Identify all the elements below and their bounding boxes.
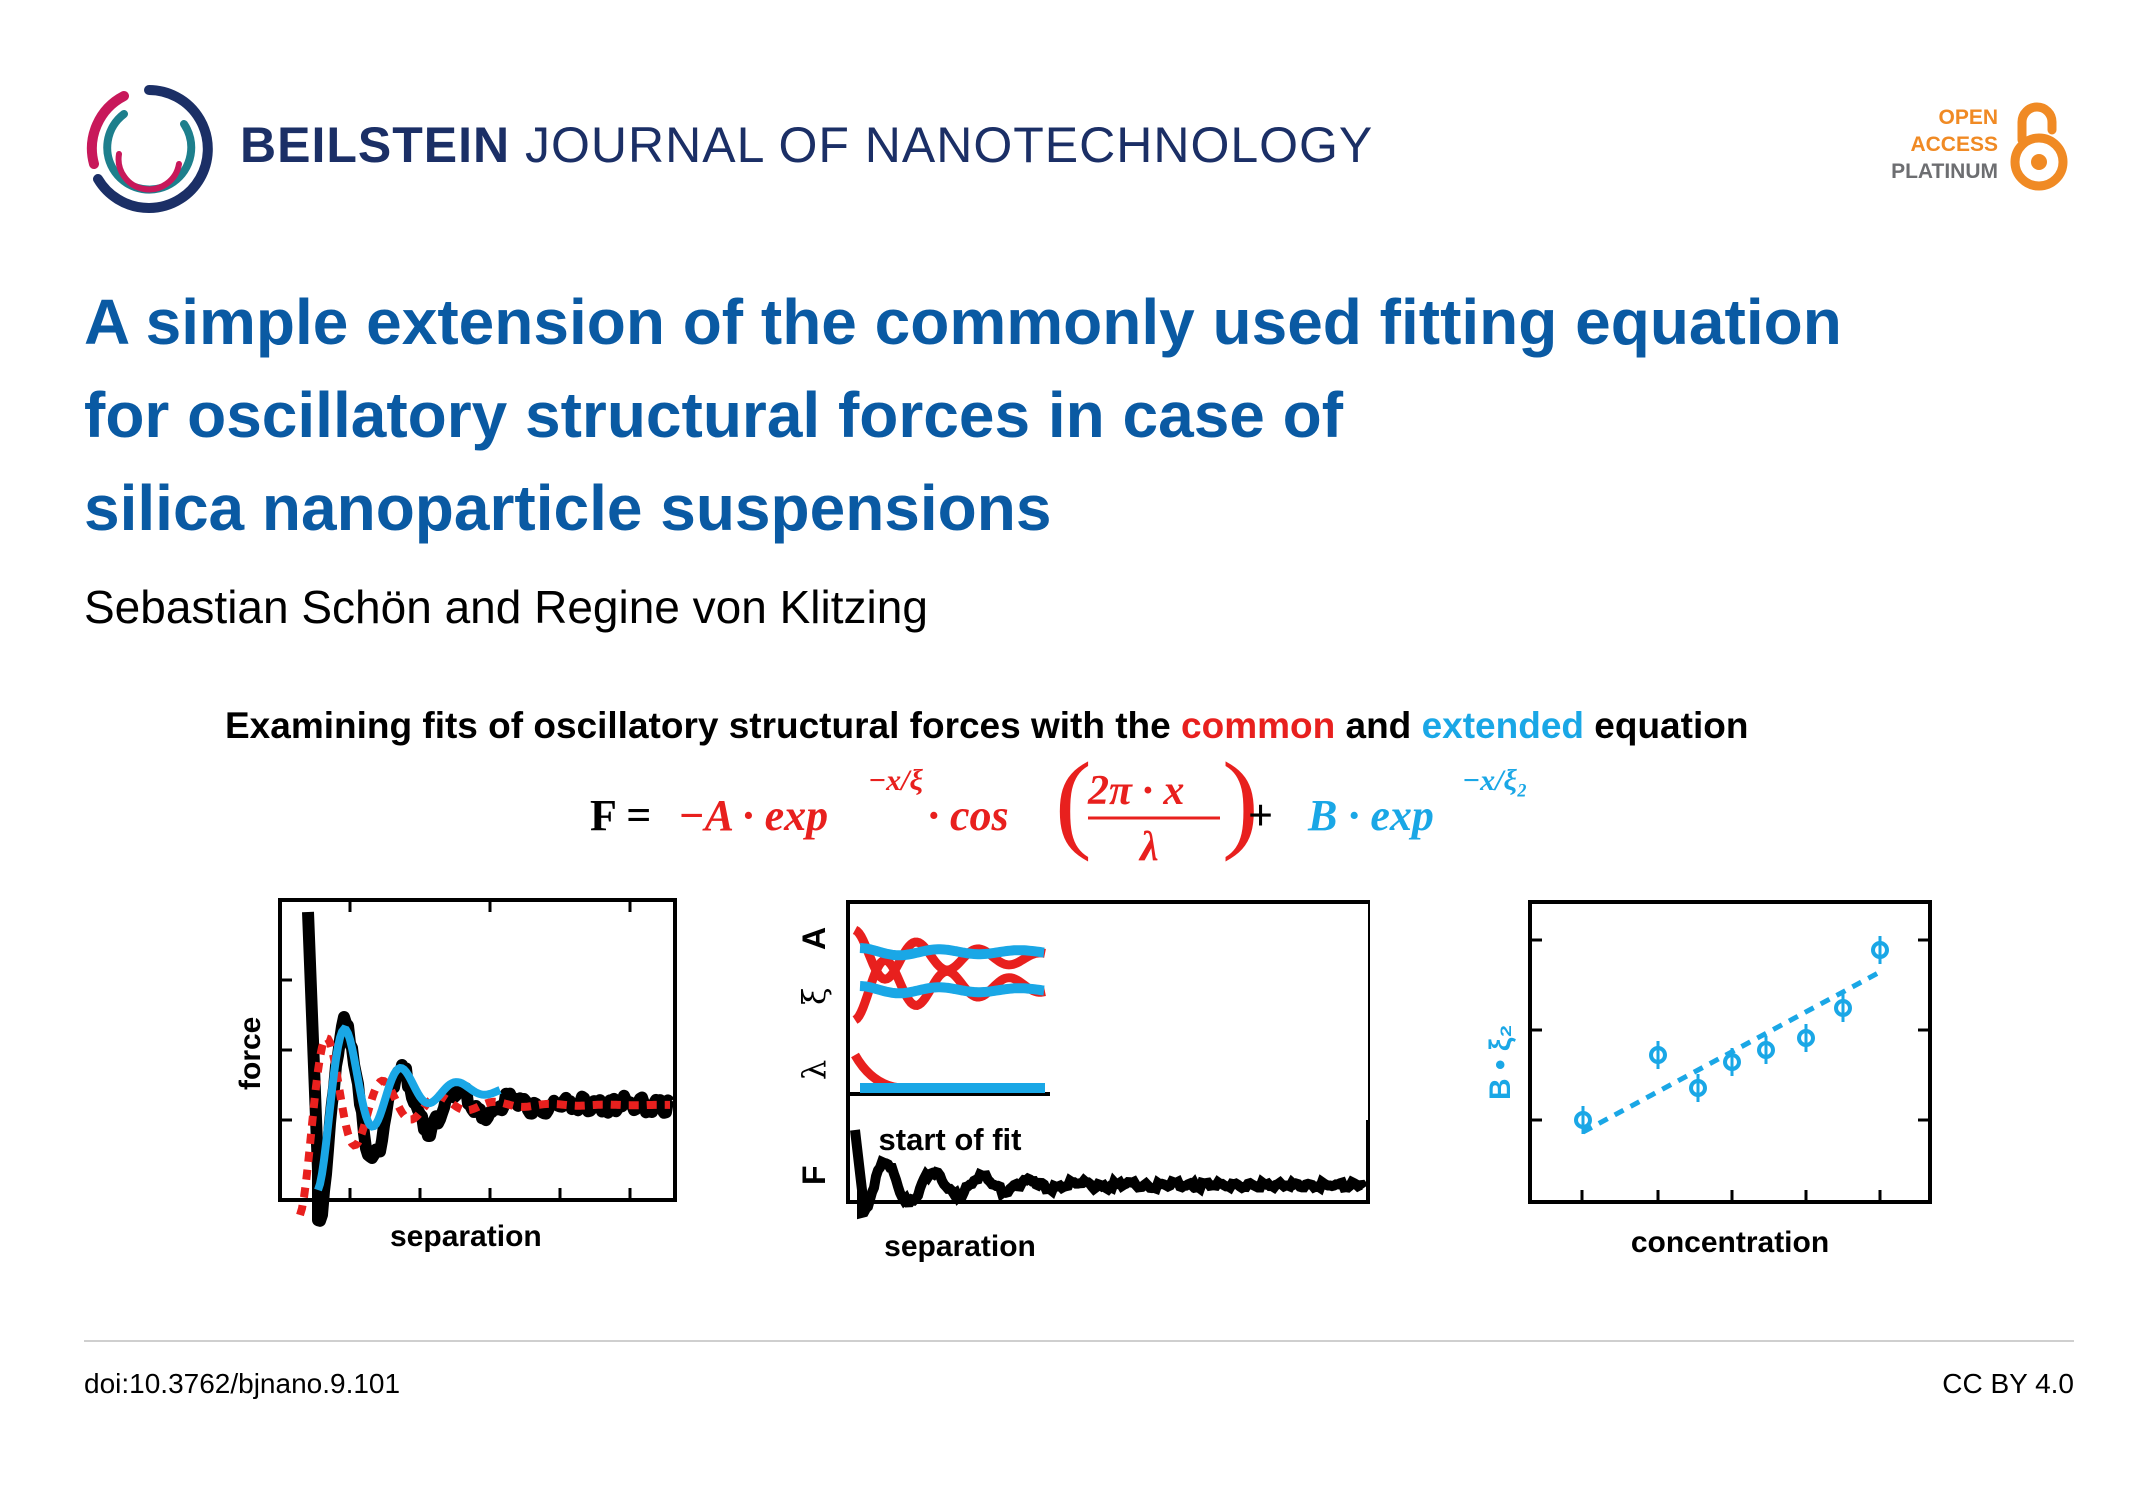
eq-plus: + [1248, 791, 1273, 840]
param-label-lambda: λ [795, 1060, 833, 1080]
eq-common-a: −A · exp [678, 791, 828, 840]
eq-frac-den: λ [1138, 824, 1159, 870]
right-ylabel: B • ξ₂ [1484, 1024, 1517, 1100]
param-xi-common [852, 955, 1046, 1024]
title-line: A simple extension of the commonly used … [84, 286, 1842, 358]
eq-common-b: · cos [928, 791, 1009, 840]
eq-common-exp: −x/ξ [868, 764, 924, 797]
caption-pre: Examining fits of oscillatory structural… [225, 705, 1181, 746]
left-plot: force separation [234, 898, 677, 1253]
right-plot-frame [1528, 900, 1932, 1204]
right-data-points [1574, 936, 1889, 1134]
middle-bottom-ylabel: F [796, 1165, 832, 1185]
left-plot-ticks [280, 900, 632, 1200]
param-label-A: A [796, 927, 832, 950]
eq-frac-num: 2π · x [1087, 768, 1184, 814]
eq-lhs: F = [590, 791, 651, 840]
journal-name-rest: JOURNAL OF NANOTECHNOLOGY [510, 117, 1374, 173]
param-label-xi: ξ [795, 987, 833, 1005]
param-A-extended [859, 943, 1045, 961]
middle-subtitle: start of fit [879, 1122, 1022, 1157]
middle-xlabel: separation [884, 1230, 1036, 1263]
middle-plot: A ξ λ start of fit F separation [795, 900, 1370, 1263]
equation: F = −A · exp −x/ξ · cos ( 2π · x λ ) + B… [590, 740, 1527, 870]
caption-post: equation [1584, 705, 1748, 746]
right-plot-ticks [1530, 938, 1930, 1202]
badge-line-platinum: PLATINUM [1891, 160, 1998, 183]
left-ylabel: force [234, 1017, 267, 1090]
open-access-badge: OPEN ACCESS PLATINUM [1850, 100, 2070, 192]
graphical-abstract: Examining fits of oscillatory structural… [225, 705, 1932, 1263]
journal-name: BEILSTEIN JOURNAL OF NANOTECHNOLOGY [240, 116, 1373, 174]
badge-line-open: OPEN [1938, 106, 1998, 129]
title-line: for oscillatory structural forces in cas… [84, 379, 1344, 451]
left-xlabel: separation [390, 1220, 542, 1253]
left-data-trace [302, 911, 675, 1227]
journal-name-bold: BEILSTEIN [240, 117, 511, 173]
right-xlabel: concentration [1631, 1226, 1829, 1259]
journal-logo [86, 85, 213, 213]
eq-paren-left: ( [1055, 740, 1092, 862]
middle-blank-area [1050, 904, 1368, 1120]
right-plot: B • ξ₂ concentration [1484, 900, 1932, 1259]
middle-data-trace [850, 1129, 1369, 1220]
open-access-text: OPEN ACCESS PLATINUM [1891, 104, 1998, 185]
param-xi-extended [859, 981, 1045, 999]
caption-common: common [1181, 705, 1335, 746]
open-lock-icon [2010, 102, 2068, 191]
eq-extended: B · exp [1307, 791, 1434, 840]
middle-top-area [850, 904, 1050, 1094]
left-common-fit [296, 1033, 670, 1217]
left-extended-fit [314, 1024, 502, 1192]
ga-caption: Examining fits of oscillatory structural… [225, 705, 1748, 746]
badge-line-access: ACCESS [1910, 133, 1998, 156]
eq-paren-right: ) [1222, 740, 1259, 862]
authors: Sebastian Schön and Regine von Klitzing [84, 581, 928, 633]
caption-mid: and [1335, 705, 1421, 746]
eq-extended-exp: −x/ξ₂ [1462, 764, 1527, 797]
title-line: silica nanoparticle suspensions [84, 472, 1052, 544]
caption-extended: extended [1422, 705, 1584, 746]
article-title: A simple extension of the commonly used … [84, 276, 2034, 555]
license: CC BY 4.0 [1942, 1368, 2074, 1399]
footer-divider [84, 1340, 2074, 1342]
doi: doi:10.3762/bjnano.9.101 [84, 1368, 401, 1399]
